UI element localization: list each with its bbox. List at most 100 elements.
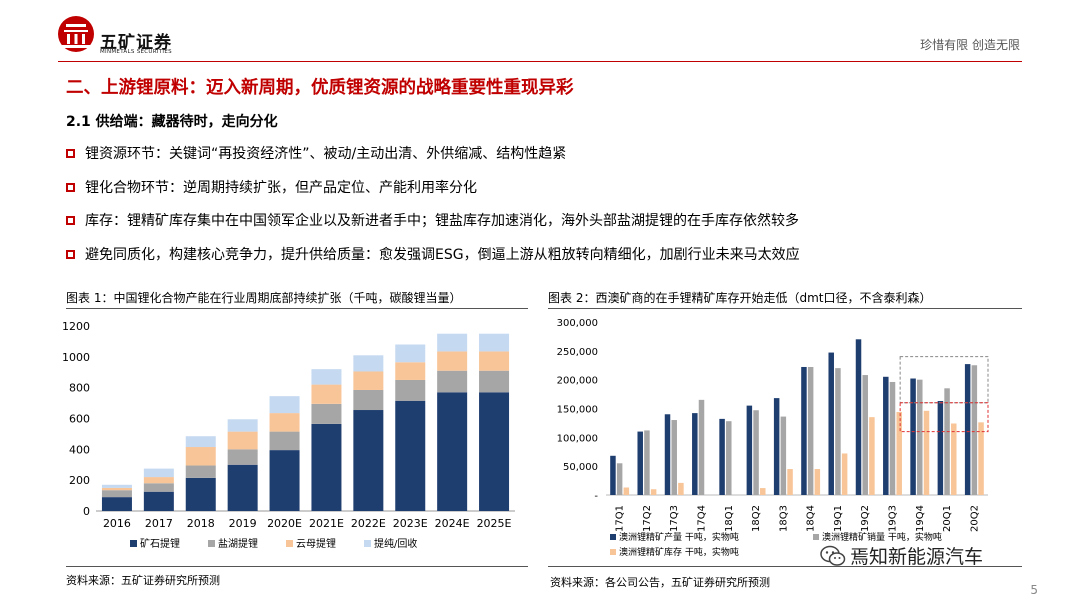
bar xyxy=(644,430,650,495)
bar xyxy=(623,487,630,495)
chart2-svg: - 50,000 100,000 150,000 200,000 250,000 300,0… xyxy=(557,318,989,558)
figure1-title: 图表 1：中国锂化合物产能在行业周期底部持续扩张（千吨，碳酸锂当量） xyxy=(66,291,462,305)
bar xyxy=(951,423,957,495)
y-tick-label: 1200 xyxy=(62,320,90,333)
y-tick-label: 300,000 xyxy=(557,318,598,329)
bar-segment xyxy=(437,333,468,352)
bar xyxy=(917,379,923,495)
bar-segment xyxy=(311,423,342,511)
bullet-text: 库存：锂精矿库存集中在中国领军企业以及新进者手中；锂盐库存加速消化，海外头部盐湖… xyxy=(85,213,799,229)
bar xyxy=(753,410,759,495)
y-tick-label: 600 xyxy=(69,413,90,426)
bullet-item: 库存：锂精矿库存集中在中国领军企业以及新进者手中；锂盐库存加速消化，海外头部盐湖… xyxy=(66,210,799,230)
legend-label: 盐湖提锂 xyxy=(218,537,258,550)
bar-segment xyxy=(101,490,132,498)
bar-segment xyxy=(479,392,510,511)
bar-segment xyxy=(185,447,216,466)
y-tick-label: 200 xyxy=(69,474,90,487)
bar xyxy=(807,366,814,495)
bar xyxy=(855,339,862,495)
bar-segment xyxy=(227,431,258,450)
bar-segment xyxy=(227,449,258,465)
bar xyxy=(780,416,787,495)
x-tick-label: 17Q4 xyxy=(697,505,708,532)
bar-segment xyxy=(227,419,258,432)
bullet-text: 锂化合物环节：逆周期持续扩张，但产品定位、产能利用率分化 xyxy=(85,180,477,196)
bar xyxy=(869,417,875,495)
y-tick-label: 50,000 xyxy=(563,462,598,473)
bar-segment xyxy=(395,344,426,363)
page-number: 5 xyxy=(1030,583,1038,597)
bar-segment xyxy=(479,370,510,393)
bar xyxy=(726,421,732,495)
x-tick-label: 18Q3 xyxy=(778,505,789,532)
x-tick-label: 2021E xyxy=(309,517,344,530)
legend-swatch xyxy=(208,540,215,547)
bullet-square-icon xyxy=(66,215,75,225)
x-tick-label: 18Q1 xyxy=(724,505,735,532)
bar xyxy=(678,482,684,495)
bar xyxy=(760,488,766,495)
x-tick-label: 2017 xyxy=(145,517,173,530)
legend-label: 云母提锂 xyxy=(296,538,336,550)
x-tick-label: 2024E xyxy=(435,517,470,530)
company-name: 五矿证券 xyxy=(100,33,172,53)
watermark-text: 焉知新能源汽车 xyxy=(850,546,984,568)
bar-segment xyxy=(185,465,216,478)
bar-segment xyxy=(185,477,216,511)
bar xyxy=(801,366,807,495)
bar-segment xyxy=(395,362,426,380)
bar-segment xyxy=(269,413,300,432)
bar xyxy=(889,381,896,495)
bar xyxy=(814,469,821,495)
legend-label: 提纯/回收 xyxy=(374,537,417,550)
x-tick-label: 2022E xyxy=(351,517,386,530)
bar xyxy=(698,399,705,495)
bar-segment xyxy=(101,484,132,488)
figure2-source: 资料来源：各公司公告，五矿证券研究所预测 xyxy=(550,576,770,589)
bar-segment xyxy=(353,410,384,511)
bar-segment xyxy=(143,483,174,492)
y-tick-label: 150,000 xyxy=(557,405,598,416)
bar xyxy=(944,388,950,495)
x-tick-label: 17Q1 xyxy=(615,505,626,532)
x-tick-label: 18Q4 xyxy=(806,505,817,532)
bar xyxy=(862,375,868,495)
x-tick-label: 2025E xyxy=(477,517,512,530)
bar xyxy=(964,364,971,495)
x-tick-label: 20Q2 xyxy=(969,505,980,532)
bar xyxy=(910,378,916,495)
bar-segment xyxy=(437,351,468,371)
bar xyxy=(883,376,889,495)
company-logo-icon xyxy=(58,16,94,52)
y-tick-label: 250,000 xyxy=(557,347,598,358)
bar-segment xyxy=(269,396,300,414)
x-tick-label: 19Q2 xyxy=(860,505,871,532)
x-tick-label: 2020E xyxy=(267,517,302,530)
bullet-text: 避免同质化，构建核心竞争力，提升供给质量：愈发强调ESG，倒逼上游从粗放转向精细… xyxy=(85,247,800,263)
bar xyxy=(978,422,984,495)
bar xyxy=(773,398,780,495)
bullet-item: 避免同质化，构建核心竞争力，提升供给质量：愈发强调ESG，倒逼上游从粗放转向精细… xyxy=(66,244,800,264)
bar-segment xyxy=(101,497,132,511)
y-tick-label: 800 xyxy=(69,382,90,395)
bullet-square-icon xyxy=(66,148,75,158)
subsection-title: 2.1 供给端：藏器待时，走向分化 xyxy=(66,114,278,130)
bar-segment xyxy=(479,351,510,371)
legend-label: 澳洲锂精矿产量 干吨，实物吨 xyxy=(619,531,739,543)
bar-segment xyxy=(395,379,426,401)
bar-segment xyxy=(395,400,426,511)
bar xyxy=(616,463,623,495)
bullet-square-icon xyxy=(66,249,75,259)
legend-swatch xyxy=(610,534,616,540)
y-tick-label: 0 xyxy=(83,505,90,518)
bar-segment xyxy=(269,450,300,511)
bar xyxy=(937,401,944,495)
header-divider xyxy=(58,61,1022,62)
legend-swatch xyxy=(364,540,371,547)
bar xyxy=(671,420,677,495)
bar xyxy=(637,431,643,495)
bar-segment xyxy=(437,370,468,393)
bar xyxy=(835,368,841,495)
figure2-title: 图表 2：西澳矿商的在手锂精矿库存开始走低（dmt口径，不含泰利森） xyxy=(548,291,932,305)
